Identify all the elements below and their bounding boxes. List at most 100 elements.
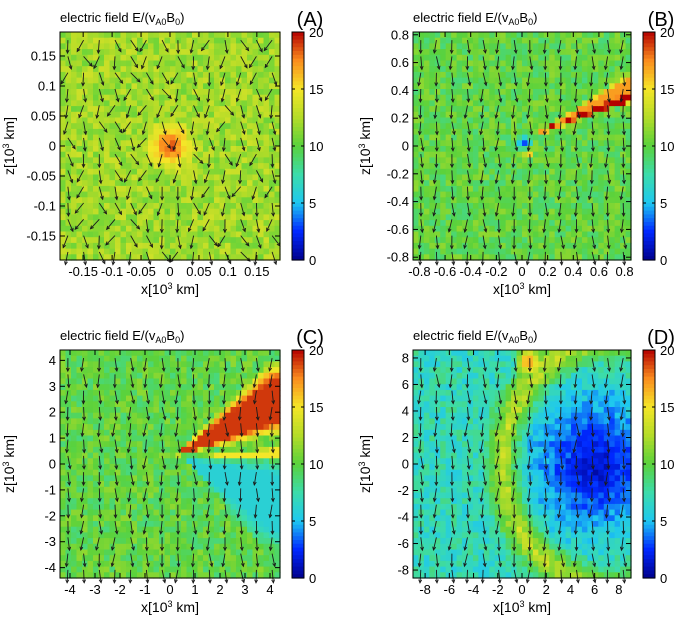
x-tick-label: -8 — [419, 582, 431, 597]
panel-label: (A) — [297, 9, 324, 31]
y-tick-label: 2 — [49, 405, 56, 420]
y-tick-label: 6 — [402, 377, 409, 392]
heatmap — [60, 350, 281, 579]
x-tick-label: -1 — [139, 582, 151, 597]
colorbar-tick-label: 0 — [309, 253, 316, 268]
y-tick-label: 0.15 — [31, 49, 56, 64]
x-tick-label: 0 — [166, 264, 173, 279]
colorbar: 0 5 10 15 20 — [291, 25, 323, 268]
x-tick-label: 0 — [518, 264, 525, 279]
colorbar-tick-label: 15 — [660, 400, 674, 415]
y-tick-label: -0.6 — [387, 222, 409, 237]
x-tick-label: 6 — [591, 582, 598, 597]
field-vectors — [417, 40, 628, 266]
colorbar-tick-label: 5 — [309, 514, 316, 529]
x-tick-label: 0.15 — [244, 264, 269, 279]
panel-b: -0.8 -0.6 -0.4 -0.2 0 0.2 0.4 0.6 0.8-0.8-0.6-0.… — [357, 9, 674, 297]
x-axis: -0.15 -0.1 -0.05 0 0.05 0.1 0.15 — [68, 32, 269, 279]
x-tick-label: 2 — [543, 582, 550, 597]
y-tick-label: 2 — [402, 430, 409, 445]
y-tick-label: -0.8 — [387, 250, 409, 265]
panel-d: -8 -6 -4 -2 0 2 4 6 8 -8 -6 -4 -2 0 2 4 6 8 x[103 km] z[103… — [357, 327, 675, 615]
y-tick-label: 4 — [402, 403, 409, 418]
colorbar-tick-label: 15 — [309, 400, 323, 415]
y-axis-label: z[103 km] — [357, 435, 373, 493]
x-tick-label: -4 — [468, 582, 480, 597]
panel-a: -0.15 -0.1 -0.05 0 0.05 0.1 0.15-0.15-0.1-0.05… — [1, 9, 323, 297]
y-tick-label: -0.1 — [34, 199, 56, 214]
y-axis: -0.15 -0.1 -0.05 0 0.05 0.1 0.15 — [26, 49, 280, 244]
y-tick-label: -4 — [44, 560, 56, 575]
x-axis: -0.8 -0.6 -0.4 -0.2 0 0.2 0.4 0.6 0.8 — [408, 32, 634, 279]
x-tick-label: 0 — [166, 582, 173, 597]
x-tick-label: 4 — [567, 582, 574, 597]
colorbar-tick-label: 15 — [660, 82, 674, 97]
colorbar-tick-label: 0 — [660, 253, 667, 268]
x-axis-label: x[103 km] — [493, 599, 551, 615]
y-tick-label: -2 — [44, 508, 56, 523]
colorbar-tick-label: 20 — [660, 25, 674, 40]
x-tick-label: -0.8 — [408, 264, 430, 279]
y-tick-label: 0.2 — [391, 111, 409, 126]
x-tick-label: -6 — [444, 582, 456, 597]
y-axis-label: z[103 km] — [357, 117, 373, 175]
panel-label: (B) — [648, 9, 675, 31]
x-axis-label: x[103 km] — [493, 281, 551, 297]
x-tick-label: 0 — [518, 582, 525, 597]
colorbar: 0 5 10 15 20 — [291, 343, 323, 586]
heatmap — [413, 350, 632, 579]
x-tick-label: -2 — [492, 582, 504, 597]
chart-title: electric field E/(vA0B0) — [60, 328, 184, 345]
panel-label: (C) — [296, 327, 324, 349]
colorbar-tick-label: 5 — [660, 196, 667, 211]
y-tick-label: -0.2 — [387, 166, 409, 181]
colorbar-tick-label: 20 — [660, 343, 674, 358]
y-tick-label: -1 — [44, 482, 56, 497]
colorbar: 0 5 10 15 20 — [642, 25, 674, 268]
x-tick-label: -0.2 — [485, 264, 507, 279]
y-tick-label: -4 — [397, 510, 409, 525]
y-tick-label: 8 — [402, 350, 409, 365]
colorbar-tick-label: 0 — [660, 571, 667, 586]
chart-title: electric field E/(vA0B0) — [60, 10, 184, 27]
x-tick-label: 0.2 — [539, 264, 557, 279]
x-tick-label: 0.4 — [564, 264, 582, 279]
field-vectors — [60, 39, 281, 266]
x-tick-label: -4 — [64, 582, 76, 597]
y-tick-label: 0 — [402, 457, 409, 472]
y-tick-label: -2 — [397, 483, 409, 498]
x-tick-label: 0.8 — [616, 264, 634, 279]
x-axis: -8 -6 -4 -2 0 2 4 6 8 — [419, 350, 623, 597]
x-tick-label: -0.4 — [460, 264, 482, 279]
field-vectors — [64, 358, 277, 584]
y-tick-label: 0 — [49, 457, 56, 472]
x-tick-label: 0.1 — [219, 264, 237, 279]
y-tick-label: -3 — [44, 534, 56, 549]
x-tick-label: -3 — [89, 582, 101, 597]
colorbar-tick-label: 0 — [309, 571, 316, 586]
y-axis: -4 -3 -2 -1 0 1 2 3 4 — [44, 353, 280, 575]
y-tick-label: 0.8 — [391, 27, 409, 42]
colorbar-tick-label: 15 — [309, 82, 323, 97]
y-tick-label: 0.05 — [31, 109, 56, 124]
y-tick-label: -0.05 — [26, 169, 56, 184]
heatmap — [413, 32, 632, 261]
panel-c: -4 -3 -2 -1 0 1 2 3 4 -4 -3 -2 -1 0 1 2 3 4 x[103 km] z[103… — [1, 327, 324, 615]
colorbar-tick-label: 5 — [660, 514, 667, 529]
y-axis-label: z[103 km] — [1, 435, 17, 493]
y-tick-label: -8 — [397, 563, 409, 578]
x-tick-label: 0.6 — [590, 264, 608, 279]
x-axis-label: x[103 km] — [141, 599, 199, 615]
x-tick-label: 1 — [191, 582, 198, 597]
colorbar-tick-label: 10 — [660, 457, 674, 472]
x-tick-label: 8 — [615, 582, 622, 597]
y-tick-label: 4 — [49, 353, 56, 368]
y-tick-label: -6 — [397, 536, 409, 551]
y-tick-label: 3 — [49, 379, 56, 394]
y-axis: -8 -6 -4 -2 0 2 4 6 8 — [397, 350, 631, 578]
chart-title: electric field E/(vA0B0) — [413, 328, 537, 345]
chart-title: electric field E/(vA0B0) — [413, 10, 537, 27]
x-axis: -4 -3 -2 -1 0 1 2 3 4 — [64, 350, 274, 597]
colorbar-tick-label: 10 — [309, 139, 323, 154]
